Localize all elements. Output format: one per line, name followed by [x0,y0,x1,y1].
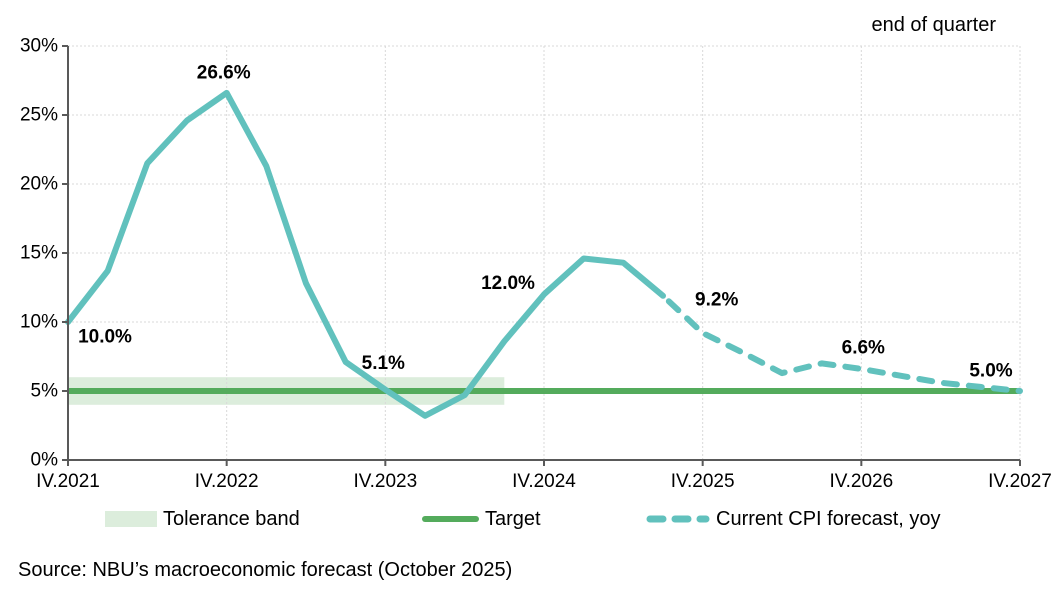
legend-label: Tolerance band [163,507,300,530]
svg-text:30%: 30% [20,36,58,57]
svg-text:0%: 0% [31,450,59,471]
svg-text:20%: 20% [20,174,58,195]
cpi-actual-line [65,89,666,419]
x-axis-labels: IV.2021 IV.2022 IV.2023 IV.2024 IV.2025 IV.20… [36,471,1052,492]
chart-title: end of quarter [871,14,996,36]
svg-text:15%: 15% [20,243,58,264]
svg-text:6.6%: 6.6% [842,337,885,358]
svg-text:IV.2022: IV.2022 [195,471,259,492]
data-labels: 10.0% 26.6% 5.1% 12.0% 9.2% 6.6% 5.0% [78,62,1013,381]
legend-item-target: Target [422,503,541,535]
svg-text:IV.2026: IV.2026 [829,471,893,492]
legend-item-tolerance-band: Tolerance band [105,503,300,535]
svg-text:12.0%: 12.0% [481,273,535,294]
svg-text:IV.2025: IV.2025 [671,471,735,492]
legend-item-cpi-forecast: Current CPI forecast, yoy [646,503,941,535]
svg-text:IV.2024: IV.2024 [512,471,576,492]
svg-text:5.1%: 5.1% [362,353,405,374]
tolerance-band-swatch [105,511,157,527]
svg-text:10%: 10% [20,312,58,333]
legend: Tolerance band Target Current CPI foreca… [0,503,1063,535]
forecast-dashed-swatch [646,515,710,523]
plot-area: 0% 5% 10% 15% 20% 25% 30% IV.2021 IV.2022 IV.2023… [20,36,1052,493]
svg-text:5%: 5% [31,381,59,402]
svg-text:9.2%: 9.2% [695,290,738,311]
legend-label: Current CPI forecast, yoy [716,507,941,530]
y-axis-labels: 0% 5% 10% 15% 20% 25% 30% [20,36,58,471]
svg-text:5.0%: 5.0% [969,361,1012,382]
svg-text:IV.2021: IV.2021 [36,471,100,492]
legend-label: Target [485,507,541,530]
target-line-swatch [422,516,479,522]
svg-text:IV.2027: IV.2027 [988,471,1052,492]
svg-text:25%: 25% [20,105,58,126]
svg-text:26.6%: 26.6% [197,62,251,83]
source-note: Source: NBU’s macroeconomic forecast (Oc… [18,559,513,581]
svg-text:10.0%: 10.0% [78,327,132,348]
axes [62,45,1021,466]
svg-text:IV.2023: IV.2023 [353,471,417,492]
